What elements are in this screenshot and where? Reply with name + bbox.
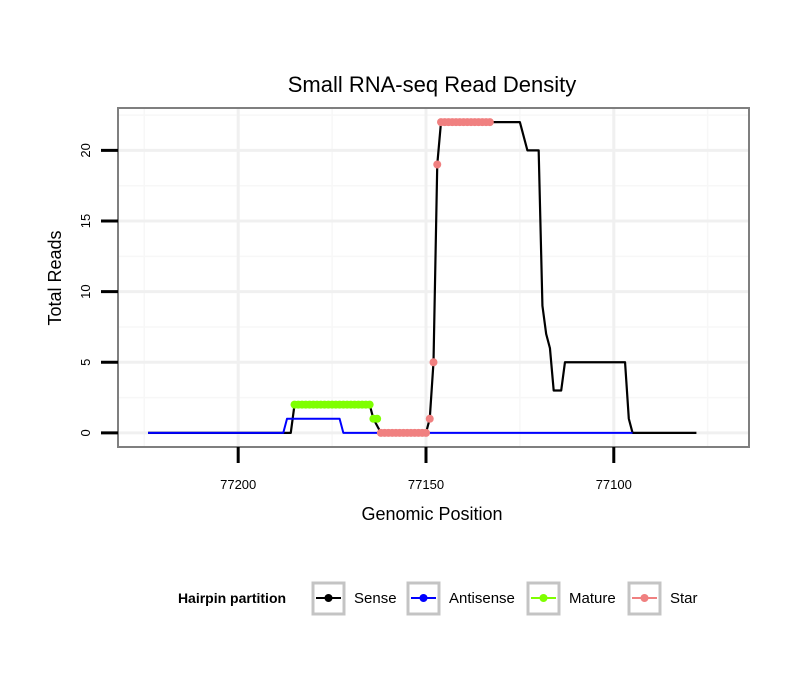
legend: Hairpin partition Sense Antisense Mature Sta… [178, 581, 698, 616]
y-axis-label: Total Reads [45, 230, 65, 325]
data-point-star [433, 160, 442, 169]
grid [118, 108, 749, 447]
legend-label-star: Star [670, 590, 698, 607]
legend-label-sense: Sense [354, 590, 397, 607]
y-tick-label: 20 [78, 143, 93, 157]
legend-label-antisense: Antisense [449, 590, 515, 607]
legend-key-dot-antisense [419, 594, 428, 602]
y-tick-label: 5 [78, 359, 93, 366]
legend-label-mature: Mature [569, 590, 616, 607]
data-point-star [421, 428, 430, 437]
axes: 77200 77150 77100 0 5 10 15 20 [78, 143, 632, 492]
y-tick-label: 0 [78, 429, 93, 436]
chart-title: Small RNA-seq Read Density [288, 72, 577, 97]
x-tick-label: 77100 [596, 477, 632, 492]
data-point-mature [373, 414, 382, 423]
data-point-star [425, 414, 434, 423]
x-tick-label: 77200 [220, 477, 256, 492]
legend-key-dot-star [640, 594, 649, 602]
plot-series [148, 118, 697, 437]
legend-key-dot-mature [539, 594, 548, 602]
y-tick-label: 15 [78, 214, 93, 228]
x-axis-label: Genomic Position [361, 504, 502, 524]
legend-title: Hairpin partition [178, 590, 286, 606]
plot-panel-border [117, 107, 750, 448]
data-point-star [485, 118, 494, 127]
x-tick-label: 77150 [408, 477, 444, 492]
y-tick-label: 10 [78, 284, 93, 298]
data-point-star [429, 358, 438, 367]
data-point-mature [365, 400, 374, 409]
legend-key-dot-sense [324, 594, 333, 602]
